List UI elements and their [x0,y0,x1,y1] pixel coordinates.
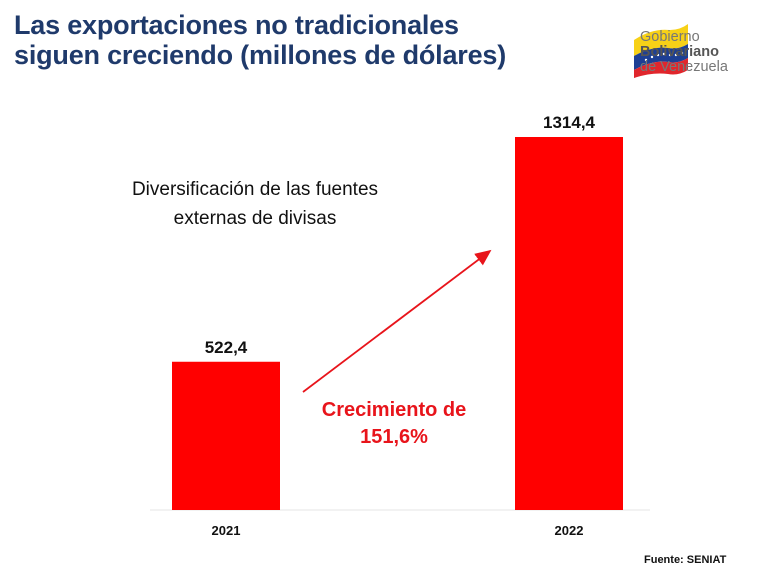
bar-2021 [172,361,280,510]
venezuela-flag-logo-icon [634,24,688,78]
title-line-1: Las exportaciones no tradicionales [14,10,459,40]
logo-line-1: Gobierno [640,29,700,45]
source-note: Fuente: SENIAT [644,554,727,566]
diversification-note: Diversificación de las fuentes externas … [131,179,379,229]
page-title: Las exportaciones no tradicionales sigue… [14,10,506,70]
growth-label: Crecimiento de 151,6% [296,397,492,451]
x-tick-label: 2021 [212,523,241,538]
logo-text: Gobierno Bolivariano de Venezuela [640,30,728,75]
title-line-2: siguen creciendo (millones de dólares) [14,40,507,70]
bar-2022 [515,137,623,510]
data-label-2021: 522,4 [205,338,248,357]
growth-arrow [302,249,492,393]
growth-line-1: Crecimiento de [321,399,467,421]
logo-line-2: Bolivariano [640,44,719,60]
data-label-2022: 1314,4 [543,113,596,132]
x-tick-label: 2022 [555,523,584,538]
logo-line-3: de Venezuela [640,59,728,75]
growth-percent: 151,6% [360,426,428,448]
